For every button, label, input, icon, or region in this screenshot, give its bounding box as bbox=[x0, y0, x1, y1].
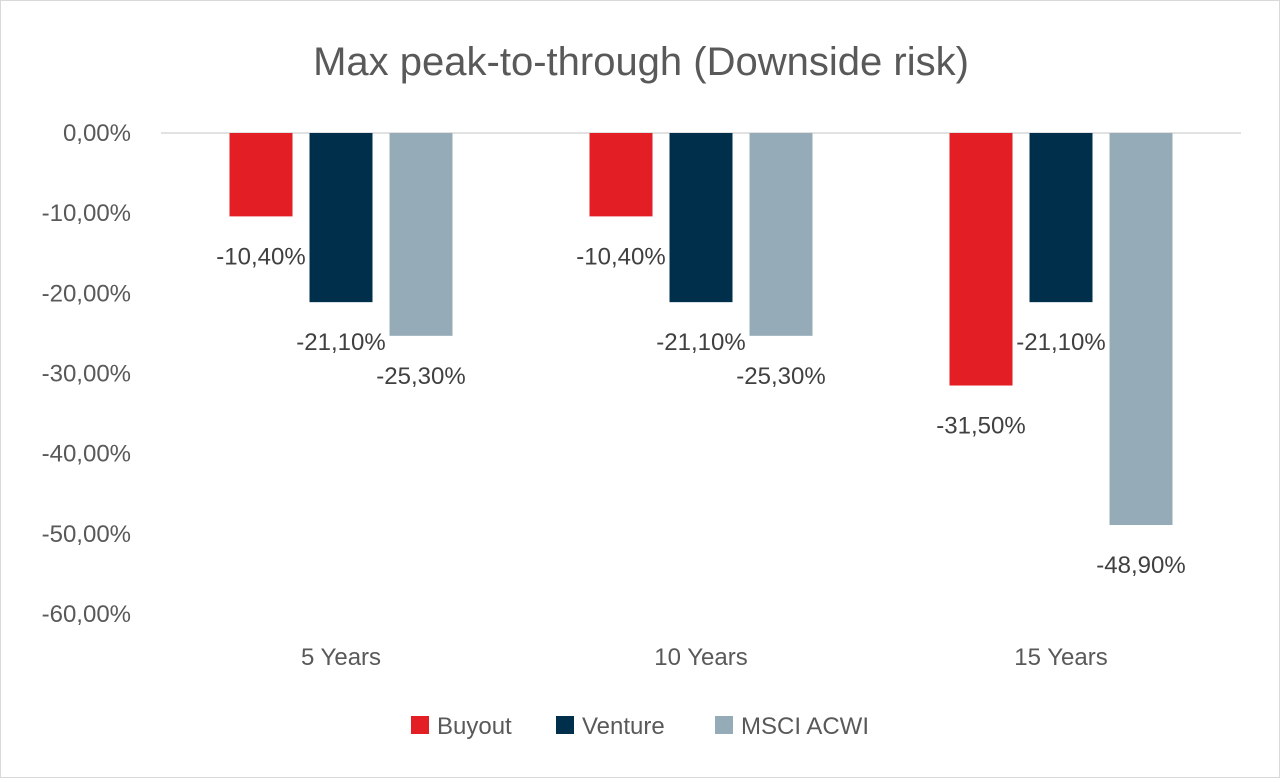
data-label: -25,30% bbox=[376, 363, 465, 390]
legend-swatch-venture bbox=[556, 716, 574, 734]
chart-title: Max peak-to-through (Downside risk) bbox=[313, 40, 969, 84]
bar-buyout bbox=[589, 133, 653, 217]
data-label: -31,50% bbox=[936, 413, 1025, 440]
data-label: -48,90% bbox=[1096, 552, 1185, 579]
legend-label: Buyout bbox=[437, 713, 512, 740]
data-label: -21,10% bbox=[1016, 329, 1105, 356]
data-label: -10,40% bbox=[216, 243, 305, 270]
x-category-label: 5 Years bbox=[301, 644, 381, 671]
bar-msci-acwi bbox=[389, 133, 453, 336]
legend: Buyout Venture MSCI ACWI bbox=[411, 713, 869, 740]
x-category-label: 10 Years bbox=[654, 644, 747, 671]
legend-swatch-msci-acwi bbox=[715, 716, 733, 734]
data-label: -10,40% bbox=[576, 243, 665, 270]
bar-venture bbox=[669, 133, 733, 303]
y-tick-label: -30,00% bbox=[42, 361, 131, 388]
bar-buyout bbox=[229, 133, 293, 217]
data-label: -21,10% bbox=[296, 329, 385, 356]
legend-swatch-buyout bbox=[411, 716, 429, 734]
bar-venture bbox=[309, 133, 373, 303]
bar-msci-acwi bbox=[1109, 133, 1173, 526]
y-tick-label: -40,00% bbox=[42, 441, 131, 468]
y-tick-label: 0,00% bbox=[63, 120, 131, 147]
bar-venture bbox=[1029, 133, 1093, 303]
data-labels: -10,40% -10,40% -31,50% -21,10% -21,10% -21,1… bbox=[216, 243, 1185, 579]
y-tick-label: -60,00% bbox=[42, 601, 131, 628]
legend-label: MSCI ACWI bbox=[741, 713, 869, 740]
y-tick-label: -20,00% bbox=[42, 280, 131, 307]
y-tick-label: -10,00% bbox=[42, 200, 131, 227]
x-axis: 5 Years 10 Years 15 Years bbox=[301, 644, 1108, 671]
data-label: -25,30% bbox=[736, 363, 825, 390]
bar-buyout bbox=[949, 133, 1013, 386]
x-category-label: 15 Years bbox=[1014, 644, 1107, 671]
bars bbox=[229, 133, 1173, 526]
bar-msci-acwi bbox=[749, 133, 813, 336]
legend-label: Venture bbox=[582, 713, 665, 740]
data-label: -21,10% bbox=[656, 329, 745, 356]
y-tick-label: -50,00% bbox=[42, 521, 131, 548]
